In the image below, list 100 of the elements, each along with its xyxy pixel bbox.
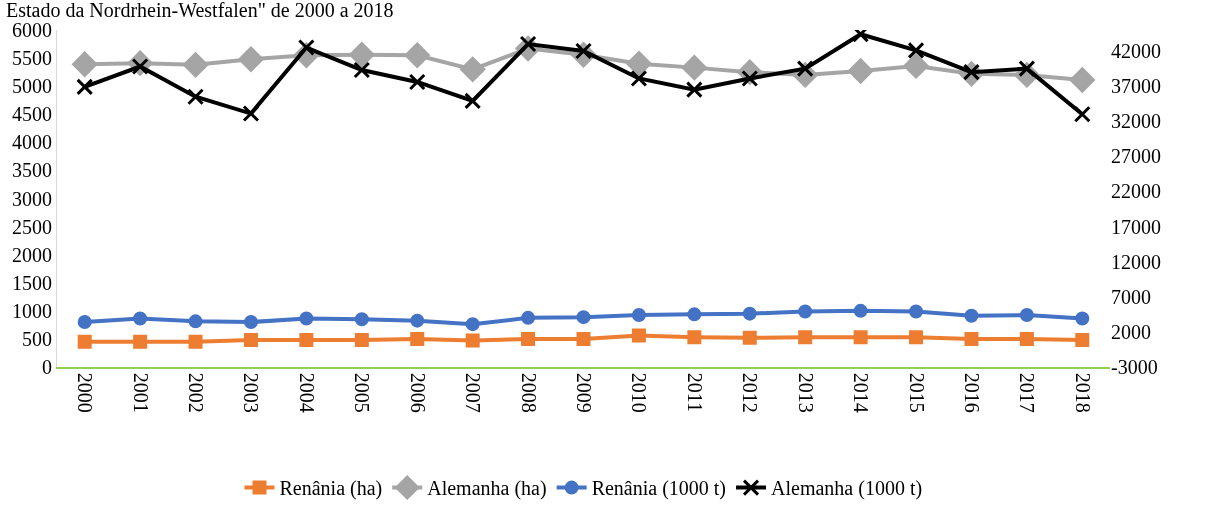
point xyxy=(353,61,371,79)
x-tick-label: 2009 xyxy=(573,372,595,413)
x-tick-label: 2001 xyxy=(129,372,152,413)
legend-label: Alemanha (ha) xyxy=(427,477,547,501)
point xyxy=(853,303,868,318)
x-tick-label: 2015 xyxy=(905,372,928,413)
point xyxy=(404,42,430,68)
point xyxy=(243,315,258,330)
point xyxy=(853,330,868,345)
y-tick-label: 2500 xyxy=(12,215,52,238)
chart-title: Estado da Nordrhein-Westfalen" de 2000 a 2018 xyxy=(6,0,394,21)
x-tick-label: 2006 xyxy=(406,372,429,413)
x-tick-label: 2000 xyxy=(74,372,97,413)
point xyxy=(77,315,92,330)
x-tick-label: 2016 xyxy=(960,372,983,413)
y-tick-label: 500 xyxy=(22,327,52,350)
point xyxy=(465,317,480,332)
point xyxy=(1075,311,1090,326)
point xyxy=(238,46,264,72)
y2-tick-label: 27000 xyxy=(1111,145,1161,168)
point xyxy=(354,333,369,348)
point xyxy=(242,105,260,123)
y-tick-label: 3500 xyxy=(12,159,52,182)
point xyxy=(77,334,92,349)
point xyxy=(299,311,314,326)
point xyxy=(188,314,203,329)
point xyxy=(133,334,148,349)
x-tick-label: 2007 xyxy=(462,372,485,413)
point xyxy=(410,313,425,328)
y-tick-label: 2000 xyxy=(12,243,52,266)
y-tick-label: 1500 xyxy=(12,271,52,294)
point xyxy=(354,312,369,327)
x-tick-label: 2017 xyxy=(1016,372,1039,413)
point xyxy=(685,81,703,99)
y-tick-label: 0 xyxy=(42,356,52,378)
y-tick-label: 5500 xyxy=(12,47,52,70)
y2-tick-label: 7000 xyxy=(1111,285,1151,308)
point xyxy=(631,308,646,323)
x-tick-label: 2005 xyxy=(351,372,374,413)
y-tick-label: 4000 xyxy=(12,131,52,154)
y2-tick-label: 2000 xyxy=(1111,320,1151,343)
point xyxy=(909,330,924,345)
point xyxy=(521,310,536,325)
point xyxy=(521,331,536,346)
point xyxy=(681,55,707,81)
y2-tick-label: 17000 xyxy=(1111,215,1161,238)
point xyxy=(798,304,813,319)
x-tick-label: 2003 xyxy=(240,372,263,413)
point xyxy=(1069,67,1095,93)
point xyxy=(687,330,702,345)
point xyxy=(848,58,874,84)
x-tick-label: 2014 xyxy=(850,372,873,413)
x-tick-label: 2010 xyxy=(628,372,651,413)
legend-label: Renânia (1000 t) xyxy=(591,477,727,501)
x-tick-label: 2004 xyxy=(295,372,318,413)
y-tick-label: 3000 xyxy=(12,187,52,210)
point xyxy=(964,308,979,323)
point xyxy=(464,92,482,110)
point xyxy=(909,304,924,319)
point xyxy=(465,333,480,348)
y2-tick-label: 12000 xyxy=(1111,250,1161,273)
y2-tick-label: -3000 xyxy=(1111,356,1158,378)
point xyxy=(183,52,209,78)
point xyxy=(576,331,591,346)
y2-tick-label: 37000 xyxy=(1111,75,1161,98)
x-tick-label: 2008 xyxy=(517,372,540,413)
y2-tick-label: 22000 xyxy=(1111,180,1161,203)
point xyxy=(742,330,757,345)
point xyxy=(188,334,203,349)
point xyxy=(687,307,702,322)
point xyxy=(133,311,148,326)
point xyxy=(243,333,258,348)
point xyxy=(460,56,486,82)
point xyxy=(408,73,426,91)
point xyxy=(626,51,652,77)
point xyxy=(1073,105,1091,123)
point xyxy=(742,306,757,321)
y-tick-label: 1000 xyxy=(12,299,52,322)
point xyxy=(907,41,925,59)
x-tick-label: 2018 xyxy=(1071,372,1094,413)
point xyxy=(76,78,94,96)
y2-tick-label: 42000 xyxy=(1111,40,1161,63)
point xyxy=(410,331,425,346)
legend-label: Renânia (ha) xyxy=(279,477,383,501)
x-tick-label: 2011 xyxy=(683,372,706,413)
y2-tick-label: 32000 xyxy=(1111,110,1161,133)
point xyxy=(1019,308,1034,323)
point xyxy=(1075,333,1090,348)
y-tick-label: 5000 xyxy=(12,75,52,98)
x-tick-label: 2002 xyxy=(185,372,208,413)
point xyxy=(1019,331,1034,346)
legend-label: Alemanha (1000 t) xyxy=(771,477,923,501)
point xyxy=(349,42,375,68)
point xyxy=(576,310,591,325)
point xyxy=(299,333,314,348)
point xyxy=(631,328,646,343)
point xyxy=(903,53,929,79)
x-tick-label: 2012 xyxy=(739,372,762,413)
x-tick-label: 2013 xyxy=(794,372,817,413)
y-tick-label: 4500 xyxy=(12,103,52,126)
